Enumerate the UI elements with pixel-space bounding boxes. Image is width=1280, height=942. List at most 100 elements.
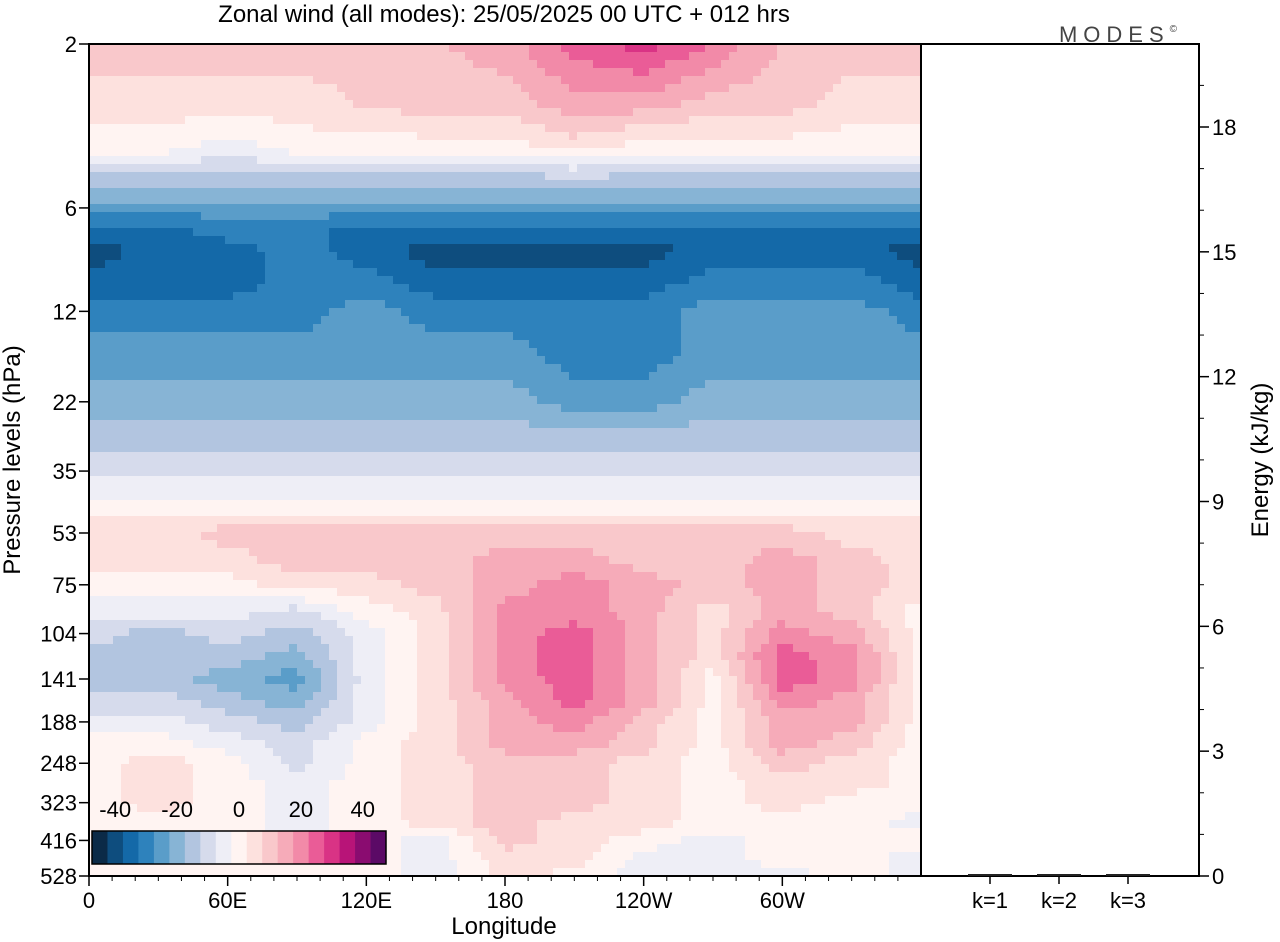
heatmap-cell: [537, 180, 546, 189]
heatmap-cell: [89, 60, 98, 69]
heatmap-cell: [369, 348, 378, 357]
heatmap-cell: [785, 284, 794, 293]
heatmap-cell: [681, 284, 690, 293]
heatmap-cell: [849, 292, 858, 301]
heatmap-cell: [153, 212, 162, 221]
heatmap-cell: [761, 284, 770, 293]
heatmap-cell: [761, 308, 770, 317]
heatmap-cell: [465, 300, 474, 309]
heatmap-cell: [433, 388, 442, 397]
heatmap-cell: [601, 100, 610, 109]
heatmap-cell: [881, 84, 890, 93]
heatmap-cell: [321, 116, 330, 125]
heatmap-cell: [89, 164, 98, 173]
heatmap-cell: [649, 204, 658, 213]
heatmap-cell: [753, 396, 762, 405]
heatmap-cell: [433, 68, 442, 77]
heatmap-cell: [209, 348, 218, 357]
heatmap-cell: [593, 140, 602, 149]
heatmap-cell: [705, 388, 714, 397]
heatmap-cell: [97, 140, 106, 149]
heatmap-cell: [841, 92, 850, 101]
heatmap-cell: [521, 268, 530, 277]
heatmap-cell: [425, 84, 434, 93]
heatmap-cell: [905, 212, 914, 221]
heatmap-cell: [497, 172, 506, 181]
heatmap-cell: [497, 228, 506, 237]
heatmap-cell: [177, 372, 186, 381]
heatmap-cell: [681, 308, 690, 317]
heatmap-cell: [385, 204, 394, 213]
heatmap-cell: [825, 308, 834, 317]
heatmap-cell: [89, 404, 98, 413]
heatmap-cell: [169, 244, 178, 253]
heatmap-cell: [425, 132, 434, 141]
heatmap-cell: [169, 308, 178, 317]
heatmap-cell: [761, 52, 770, 61]
heatmap-cell: [657, 44, 666, 53]
heatmap-cell: [193, 196, 202, 205]
heatmap-cell: [505, 284, 514, 293]
heatmap-cell: [441, 140, 450, 149]
heatmap-cell: [273, 76, 282, 85]
heatmap-cell: [281, 292, 290, 301]
heatmap-cell: [761, 204, 770, 213]
heatmap-cell: [793, 92, 802, 101]
heatmap-cell: [313, 364, 322, 373]
heatmap-cell: [145, 260, 154, 269]
heatmap-cell: [113, 180, 122, 189]
heatmap-cell: [585, 68, 594, 77]
heatmap-cell: [473, 204, 482, 213]
heatmap-cell: [313, 156, 322, 165]
heatmap-cell: [521, 380, 530, 389]
heatmap-cell: [241, 108, 250, 117]
heatmap-cell: [97, 236, 106, 245]
heatmap-cell: [761, 180, 770, 189]
heatmap-cell: [345, 100, 354, 109]
heatmap-cell: [161, 300, 170, 309]
heatmap-cell: [393, 188, 402, 197]
heatmap-cell: [745, 52, 754, 61]
heatmap-cell: [777, 52, 786, 61]
heatmap-cell: [337, 68, 346, 77]
heatmap-cell: [417, 404, 426, 413]
heatmap-cell: [497, 204, 506, 213]
heatmap-cell: [257, 380, 266, 389]
heatmap-cell: [465, 220, 474, 229]
heatmap-cell: [577, 332, 586, 341]
heatmap-cell: [729, 380, 738, 389]
heatmap-cell: [177, 156, 186, 165]
heatmap-cell: [553, 140, 562, 149]
heatmap-cell: [521, 220, 530, 229]
heatmap-cell: [585, 284, 594, 293]
heatmap-cell: [361, 108, 370, 117]
heatmap-cell: [865, 148, 874, 157]
heatmap-cell: [265, 348, 274, 357]
heatmap-cell: [649, 268, 658, 277]
heatmap-cell: [601, 252, 610, 261]
heatmap-cell: [297, 300, 306, 309]
heatmap-cell: [513, 244, 522, 253]
heatmap-cell: [433, 316, 442, 325]
heatmap-cell: [305, 236, 314, 245]
heatmap-cell: [209, 108, 218, 117]
heatmap-cell: [177, 100, 186, 109]
heatmap-cell: [465, 68, 474, 77]
heatmap-cell: [329, 324, 338, 333]
heatmap-cell: [193, 236, 202, 245]
heatmap-cell: [121, 148, 130, 157]
heatmap-cell: [601, 412, 610, 421]
heatmap-cell: [193, 404, 202, 413]
heatmap-cell: [281, 388, 290, 397]
heatmap-cell: [257, 148, 266, 157]
heatmap-cell: [569, 228, 578, 237]
heatmap-cell: [369, 204, 378, 213]
heatmap-cell: [857, 324, 866, 333]
heatmap-cell: [705, 300, 714, 309]
heatmap-cell: [753, 420, 762, 429]
heatmap-cell: [129, 388, 138, 397]
heatmap-cell: [233, 308, 242, 317]
heatmap-cell: [817, 132, 826, 141]
heatmap-cell: [897, 276, 906, 285]
heatmap-cell: [377, 372, 386, 381]
